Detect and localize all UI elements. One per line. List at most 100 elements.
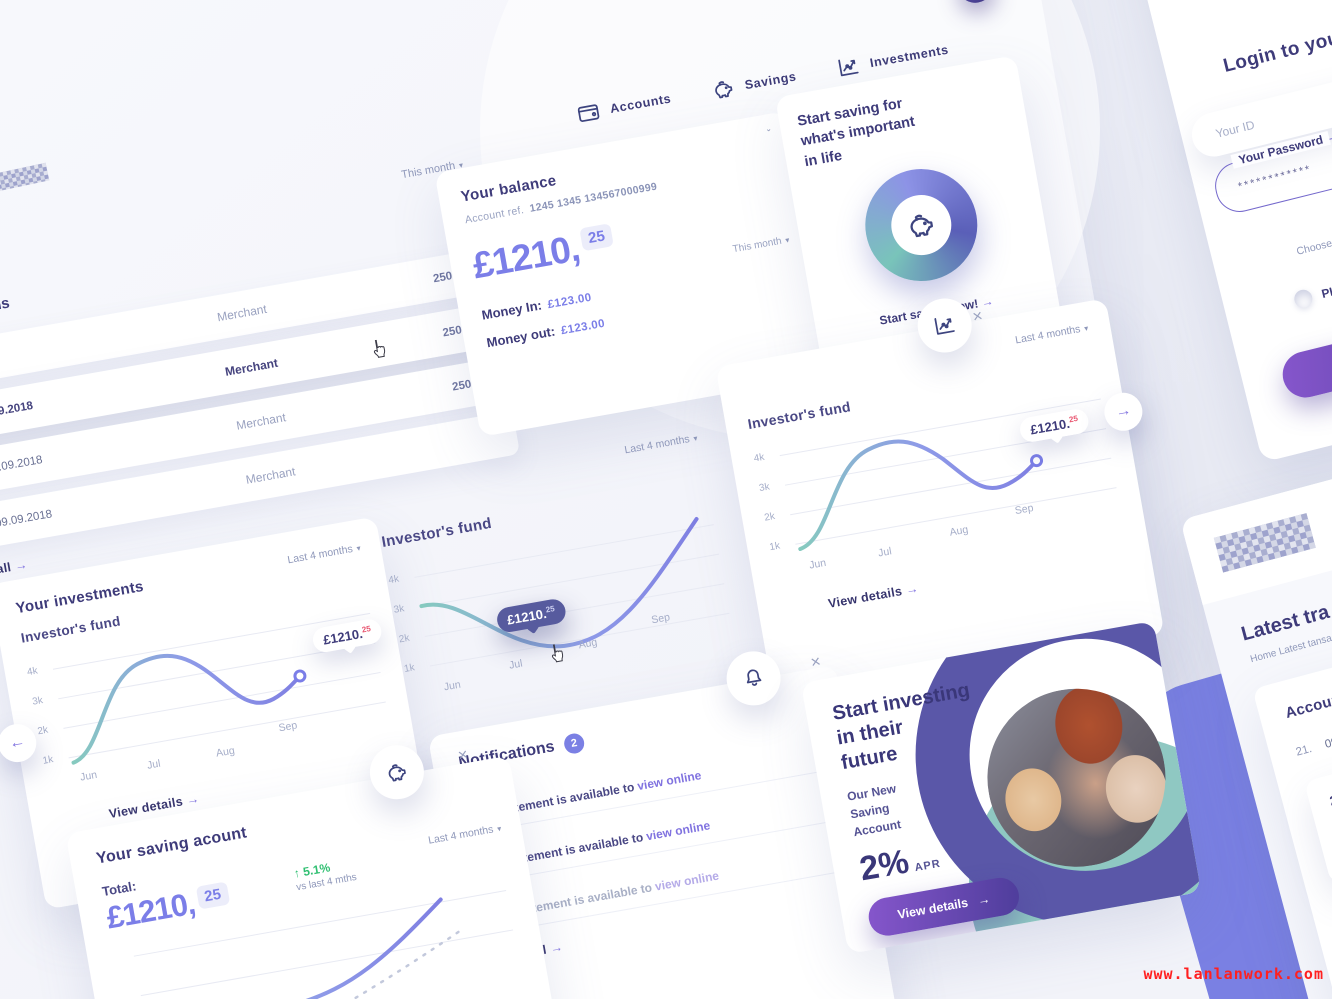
- view-details-label: View details: [827, 584, 904, 611]
- arrow-right-icon: →: [13, 557, 29, 574]
- arrow-left-icon: ←: [7, 732, 27, 753]
- bell-badge-button[interactable]: [722, 647, 785, 710]
- y-tick: 2k: [36, 724, 50, 738]
- chevron-down-icon[interactable]: ⌄: [764, 123, 773, 134]
- period-dropdown[interactable]: Last 4 months ▾: [1014, 322, 1089, 346]
- chevron-down-icon: ▾: [784, 235, 791, 245]
- x-tick: Aug: [948, 523, 970, 539]
- y-tick: 1k: [403, 662, 416, 675]
- chart-badge-button[interactable]: [913, 294, 976, 357]
- arrow-right-icon: →: [1113, 401, 1133, 422]
- rate-value: 2%: [856, 842, 912, 889]
- nav-label: Savings: [743, 69, 798, 93]
- y-tick: 4k: [26, 665, 39, 679]
- period-label: 4 months: [1036, 323, 1082, 343]
- wallet-icon: [577, 104, 600, 122]
- x-tick: Aug: [215, 744, 236, 760]
- verification-hint: Choose your verificati: [1295, 222, 1332, 258]
- value-tooltip: £1210.25: [311, 617, 384, 655]
- nav-item-savings[interactable]: Savings: [708, 63, 798, 104]
- panel-topbar: [1180, 432, 1332, 606]
- arrow-right-icon: →: [185, 791, 201, 808]
- row-date: 09.09.2018: [0, 399, 34, 422]
- nav-label: Accounts: [608, 91, 673, 116]
- x-tick: Jul: [877, 545, 893, 560]
- y-tick: 2k: [763, 511, 776, 524]
- row-ordinal: 21.: [1294, 742, 1314, 759]
- money-out-value: £123.00: [560, 317, 606, 338]
- row-date: 09.09.2: [1323, 729, 1332, 751]
- y-tick: 1k: [41, 754, 55, 767]
- row-ordinal: 20.: [1327, 789, 1332, 809]
- account-ref-label: Account ref.: [464, 204, 525, 227]
- line-series: [71, 653, 307, 765]
- arrow-right-icon: →: [976, 891, 992, 908]
- nav-item-accounts[interactable]: Accounts: [573, 86, 673, 128]
- money-in-value: £123.00: [546, 291, 593, 312]
- investors-fund-middle-section: Last 4 months ▾ Investor's fund 4k 3k 2k …: [369, 425, 749, 769]
- money-out-label: Money out:: [485, 323, 557, 351]
- tooltip-amount: £1210.: [1029, 415, 1071, 438]
- tooltip-decimal: 25: [545, 604, 556, 615]
- radio-icon: [1292, 287, 1315, 310]
- piggy-badge-button[interactable]: [365, 740, 429, 804]
- table-row[interactable]: 21. 09.09.2: [1295, 680, 1332, 758]
- row-date: 09.09.2018: [0, 508, 54, 531]
- tooltip-amount: £1210.: [322, 625, 364, 648]
- login-panel: Login to your o Your Password Choose you…: [1120, 0, 1332, 463]
- arrow-right-icon: →: [904, 581, 920, 598]
- chart-icon: [838, 59, 859, 77]
- row-date: [0, 341, 85, 362]
- hand-cursor-icon: [373, 339, 386, 358]
- pixelated-logo: [1213, 513, 1316, 573]
- fund-label: Investor's fund: [380, 514, 494, 551]
- amount-decimal: 25: [195, 881, 230, 910]
- y-tick: 1k: [768, 540, 781, 554]
- row-amount: [428, 436, 497, 448]
- donut-hole: [886, 190, 957, 260]
- period-label: 4 months: [645, 433, 691, 453]
- savings-donut-graphic: [856, 160, 987, 290]
- prev-button[interactable]: ←: [0, 721, 40, 766]
- y-tick: 4k: [387, 573, 400, 587]
- transactions-list: Merchant 250.00 09.09.2018 Merchant 250.…: [0, 248, 521, 554]
- investors-fund-right-card: × Last 4 months ▾ Investor's fund 4k 3k 2…: [715, 294, 1165, 703]
- x-tick: Jun: [79, 768, 98, 784]
- period-dropdown[interactable]: Last 4 months ▾: [623, 432, 699, 457]
- nav-label: Investments: [868, 42, 950, 71]
- y-tick: 3k: [31, 695, 44, 708]
- piggy-icon: [714, 81, 733, 99]
- login-title: Login to your o: [1221, 22, 1332, 77]
- next-button[interactable]: →: [1101, 389, 1146, 434]
- card-title: Start saving for what's important in lif…: [796, 76, 1011, 172]
- pin-sentry-radio[interactable]: PIN Sentry: [1292, 271, 1332, 310]
- notifications-card: × Notifications 2 12.12.2019 Your statem…: [427, 647, 903, 999]
- line-chart: 4k: [112, 878, 530, 999]
- tooltip-decimal: 25: [1068, 413, 1079, 425]
- period-prefix: Last: [623, 441, 646, 457]
- chevron-down-icon: ▾: [496, 824, 503, 834]
- nav-item-investments[interactable]: Investments: [833, 37, 950, 82]
- line-chart: 4k 3k 2k 1k Jun Jul Aug Sep £1210.25: [751, 381, 1124, 590]
- cta-label: View details: [896, 895, 970, 922]
- up-arrow-icon: ↑: [292, 865, 302, 881]
- notification-count-badge: 2: [562, 731, 586, 756]
- radio-label: PIN Sentry: [1320, 273, 1332, 301]
- saving-account-card: × Your saving acount Last 4 months ▾ Tota…: [65, 740, 569, 999]
- piggy-icon: [388, 764, 406, 782]
- arrow-right-icon: →: [549, 939, 565, 956]
- y-tick: 4k: [753, 451, 766, 465]
- line-chart: 4k 3k 2k 1k Jun Jul Aug Sep £1210.25: [24, 593, 393, 803]
- chevron-down-icon: ▾: [355, 543, 362, 554]
- transactions-panel: board nboard This month▾ t transactions …: [0, 148, 525, 583]
- read-more-button[interactable]: Read more: [1277, 302, 1332, 403]
- y-tick: 3k: [758, 481, 771, 495]
- x-tick: Jul: [508, 657, 524, 672]
- start-saving-card: Start saving for what's important in lif…: [774, 55, 1070, 403]
- x-tick: Jul: [146, 757, 162, 772]
- x-tick: Jun: [808, 556, 828, 572]
- table-row[interactable]: 09.09.2018 Merchant 250.00: [0, 302, 502, 446]
- period-label: This month: [731, 235, 783, 256]
- chevron-down-icon: ▾: [692, 433, 699, 444]
